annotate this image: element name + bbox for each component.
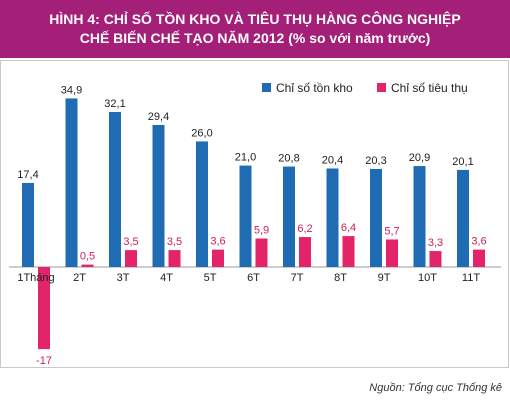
inventory-value-label-10: 20,9 (409, 152, 430, 164)
category-label-4: 4T (160, 272, 173, 284)
consumption-bar-5 (212, 249, 224, 267)
inventory-value-label-7: 20,8 (278, 153, 299, 165)
inventory-bar-7 (283, 166, 295, 267)
inventory-bar-9 (370, 168, 382, 267)
consumption-bar-7 (299, 237, 311, 267)
consumption-value-label-6: 5,9 (254, 225, 269, 237)
category-label-3: 3T (117, 272, 130, 284)
consumption-bar-3 (125, 250, 137, 267)
category-label-8: 8T (334, 272, 347, 284)
category-label-10: 10T (418, 272, 437, 284)
consumption-bar-9 (386, 239, 398, 267)
category-label-5: 5T (204, 272, 217, 284)
consumption-bar-4 (168, 250, 181, 267)
consumption-bar-11 (473, 249, 485, 267)
consumption-value-label-8: 6,4 (341, 222, 356, 234)
legend-label-inventory: Chỉ số tồn kho (276, 81, 353, 95)
inventory-bar-8 (326, 168, 339, 267)
consumption-value-label-5: 3,6 (210, 236, 225, 248)
inventory-value-label-5: 26,0 (191, 127, 212, 139)
inventory-bar-2 (65, 98, 78, 267)
category-label-9: 9T (378, 272, 391, 284)
category-label-11: 11T (462, 272, 480, 284)
consumption-value-label-3: 3,5 (123, 236, 138, 248)
consumption-bar-8 (342, 236, 355, 267)
consumption-value-label-7: 6,2 (297, 223, 312, 235)
consumption-value-label-9: 5,7 (384, 225, 399, 237)
consumption-value-label-4: 3,5 (167, 236, 182, 248)
consumption-bar-1 (38, 267, 50, 350)
inventory-bar-4 (152, 124, 165, 267)
legend-swatch-inventory (262, 83, 271, 92)
inventory-value-label-6: 21,0 (235, 152, 256, 164)
inventory-bar-6 (239, 165, 252, 267)
inventory-value-label-2: 34,9 (61, 84, 82, 96)
chart-title-banner: HÌNH 4: CHỈ SỐ TỒN KHO VÀ TIÊU THỤ HÀNG … (0, 0, 510, 58)
inventory-bar-5 (196, 141, 208, 267)
inventory-value-label-8: 20,4 (322, 154, 343, 166)
chart-title-line-1: HÌNH 4: CHỈ SỐ TỒN KHO VÀ TIÊU THỤ HÀNG … (49, 11, 461, 27)
legend-label-consumption: Chỉ số tiêu thụ (391, 81, 468, 95)
consumption-value-label-11: 3,6 (471, 236, 486, 248)
consumption-value-label-2: 0,5 (80, 251, 95, 263)
category-label-6: 6T (247, 272, 260, 284)
consumption-bar-2 (81, 264, 94, 267)
inventory-value-label-4: 29,4 (148, 111, 169, 123)
legend-swatch-consumption (377, 83, 386, 92)
consumption-value-label-1: -17 (36, 355, 52, 367)
category-label-1: 1Tháng (17, 272, 54, 284)
inventory-bar-11 (457, 169, 469, 267)
inventory-value-label-9: 20,3 (365, 155, 386, 167)
category-label-2: 2T (73, 272, 86, 284)
category-label-7: 7T (291, 272, 304, 284)
inventory-value-label-1: 17,4 (17, 169, 38, 181)
source-note: Nguồn: Tổng cục Thống kê (369, 382, 502, 394)
consumption-value-label-10: 3,3 (428, 237, 443, 249)
inventory-bar-3 (109, 111, 121, 267)
inventory-bar-10 (413, 166, 426, 267)
consumption-bar-6 (255, 238, 268, 267)
bar-chart: 17,4 -17 1Tháng 34,9 0,5 2T 32,1 3,5 3T 29,4 3,5 4T… (9, 81, 501, 367)
inventory-value-label-11: 20,1 (452, 156, 473, 168)
inventory-value-label-3: 32,1 (104, 98, 125, 110)
inventory-bar-1 (22, 182, 34, 267)
chart-frame: 17,4 -17 1Tháng 34,9 0,5 2T 32,1 3,5 3T 29,4 3,5 4T… (0, 60, 509, 368)
chart-title-line-2: CHẾ BIẾN CHẾ TẠO NĂM 2012 (% so với năm … (79, 30, 431, 46)
consumption-bar-10 (429, 251, 442, 267)
